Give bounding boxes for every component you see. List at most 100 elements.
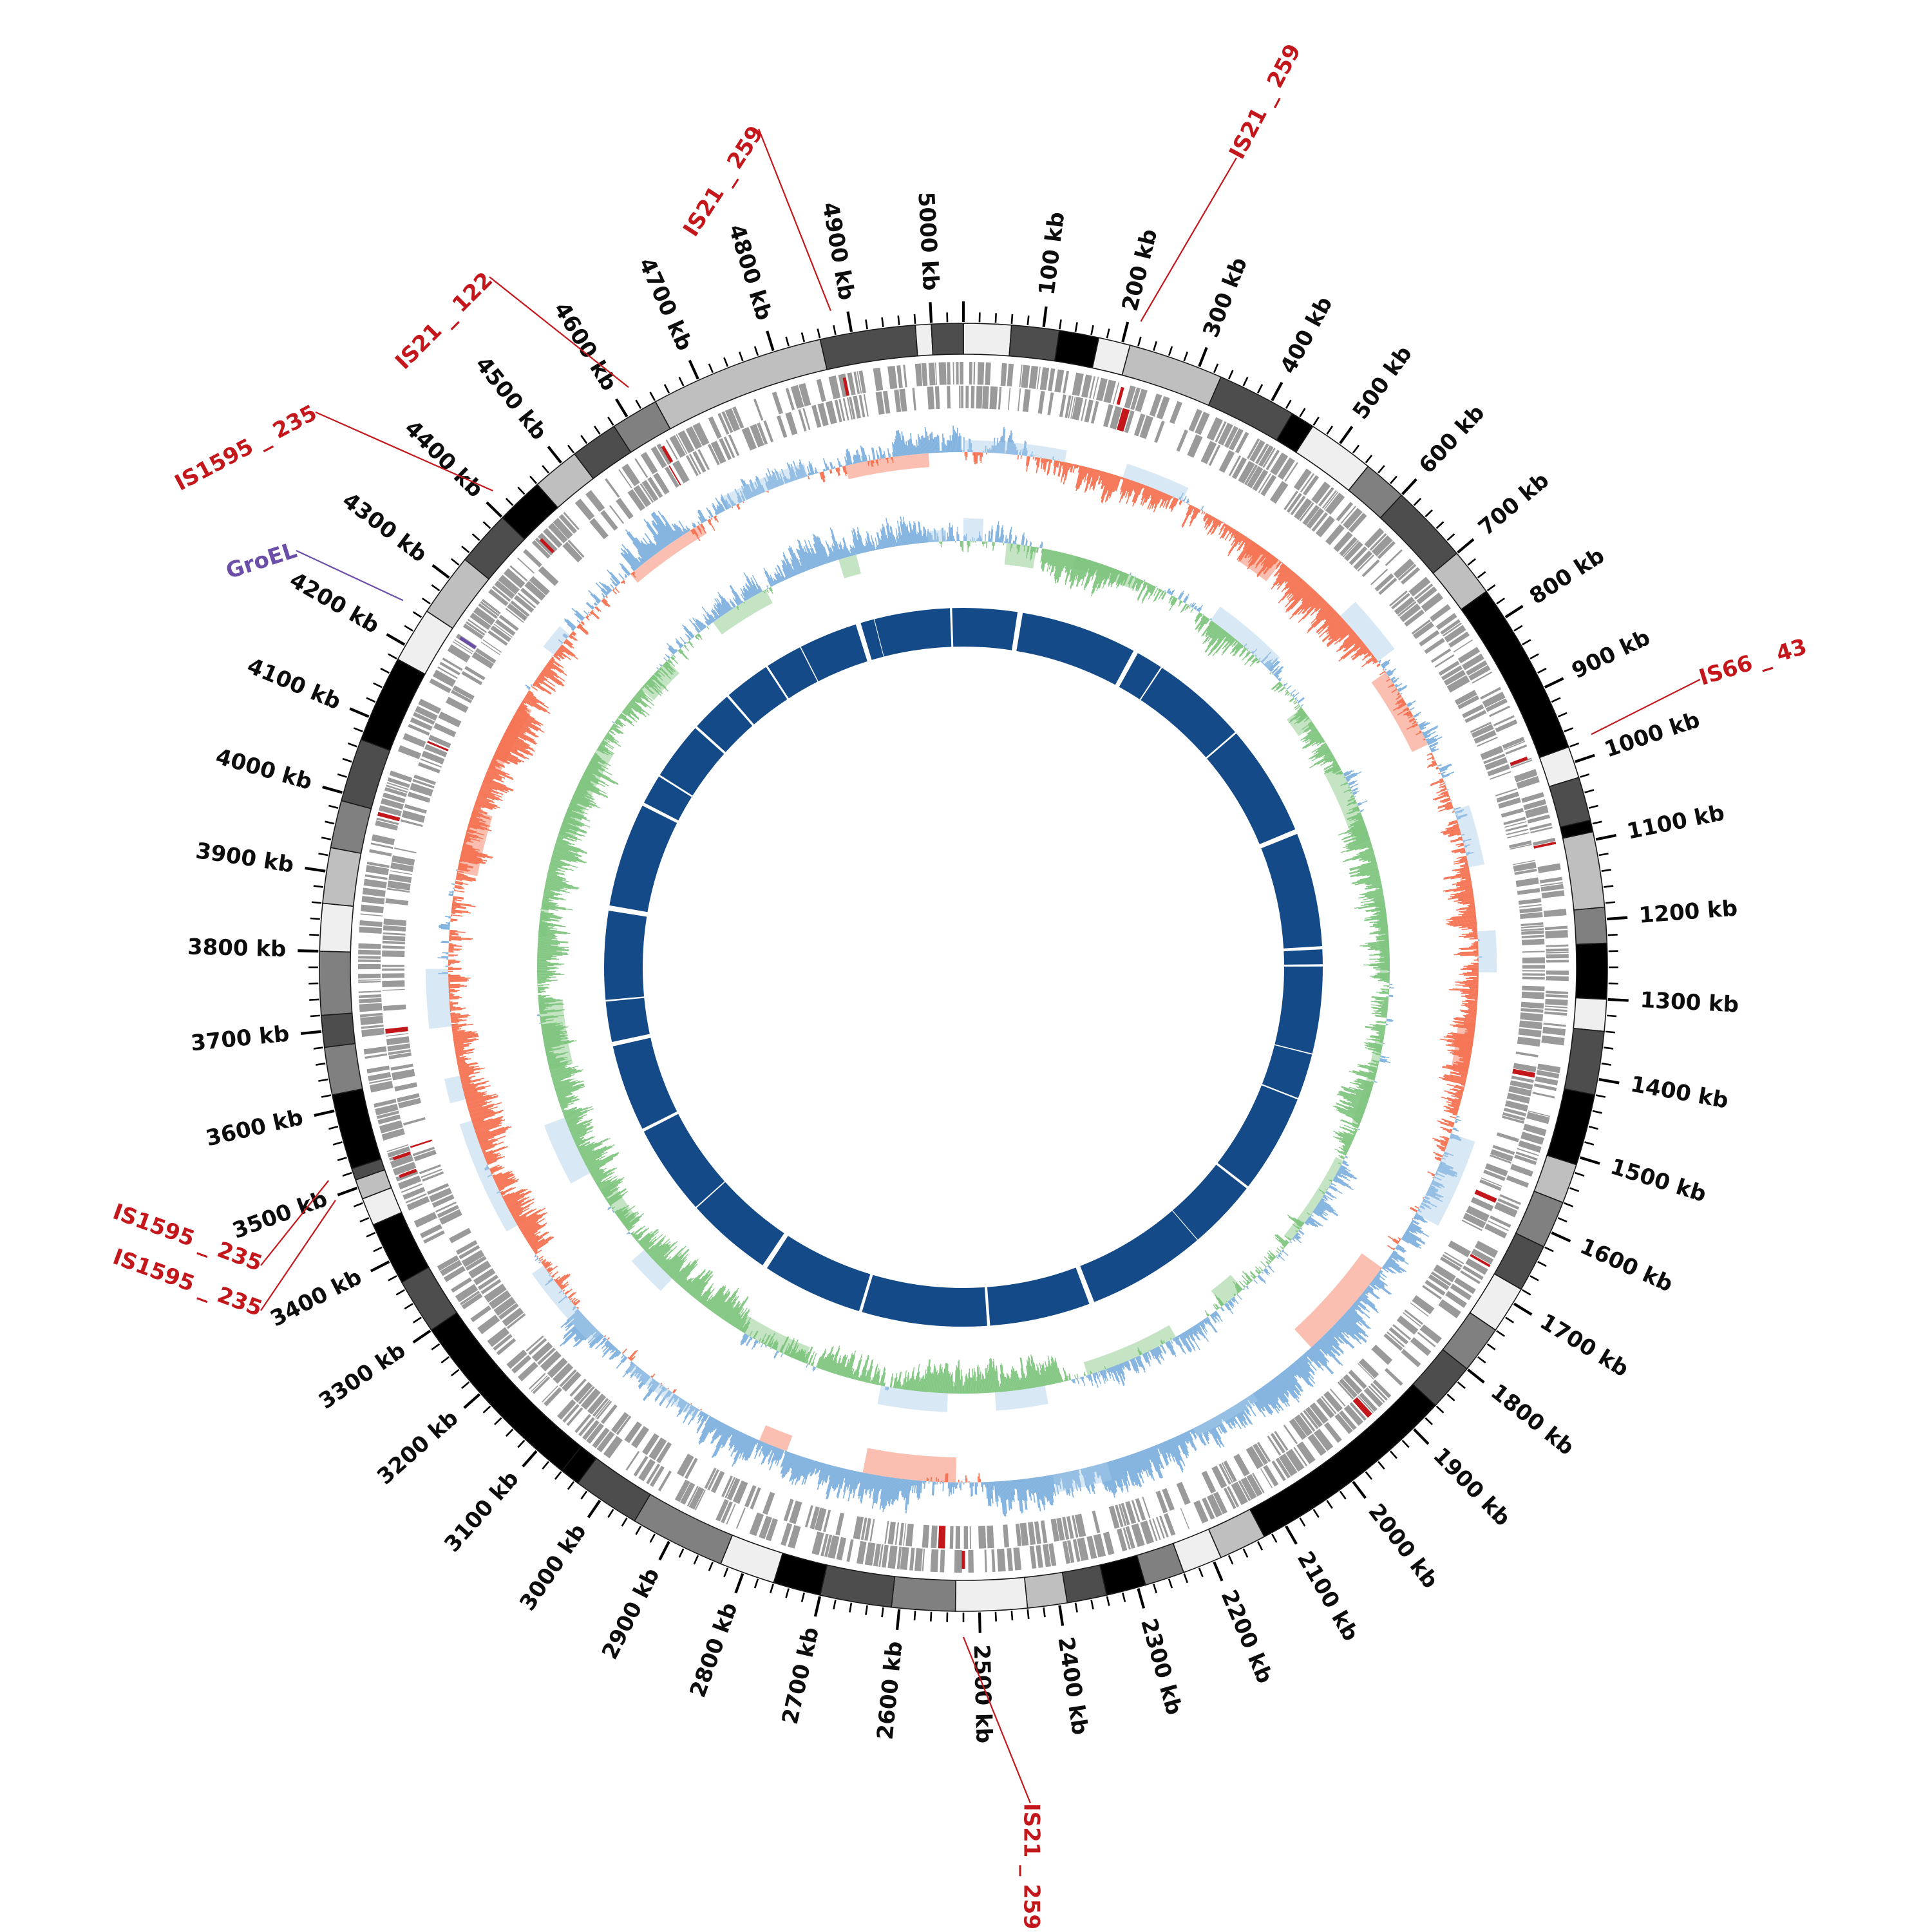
cds-feature bbox=[386, 1036, 410, 1046]
cds-feature bbox=[1513, 862, 1537, 872]
wiggle-sample bbox=[1421, 731, 1425, 734]
wiggle-sample bbox=[1452, 848, 1465, 853]
cds-feature bbox=[1110, 406, 1122, 430]
wiggle-sample bbox=[448, 981, 450, 983]
wiggle-sample bbox=[1267, 1382, 1284, 1404]
wiggle-sample bbox=[1078, 465, 1080, 468]
cds-feature bbox=[574, 1414, 591, 1434]
wiggle-sample bbox=[1383, 1265, 1394, 1274]
wiggle-sample bbox=[1316, 1341, 1332, 1358]
wiggle-sample bbox=[902, 1479, 905, 1497]
cds-feature bbox=[543, 528, 563, 548]
cds-feature bbox=[394, 1082, 418, 1092]
minor-tick bbox=[1242, 1548, 1249, 1558]
wiggle-sample bbox=[573, 1314, 584, 1325]
wiggle-sample bbox=[1464, 974, 1479, 976]
wiggle-sample bbox=[1207, 1421, 1218, 1439]
wiggle-sample bbox=[971, 541, 972, 542]
wiggle-sample bbox=[1279, 560, 1280, 562]
wiggle-sample bbox=[1269, 1381, 1286, 1403]
wiggle-sample bbox=[1340, 628, 1352, 639]
wiggle-sample bbox=[1428, 1189, 1444, 1198]
wiggle-sample bbox=[1459, 850, 1466, 853]
wiggle-sample bbox=[1458, 1098, 1462, 1100]
wiggle-sample bbox=[1428, 1188, 1436, 1193]
cds-feature bbox=[1262, 448, 1276, 468]
wiggle-sample bbox=[882, 1477, 889, 1512]
wiggle-sample bbox=[1077, 466, 1084, 490]
wiggle-sample bbox=[1406, 1229, 1410, 1232]
major-tick bbox=[1271, 381, 1283, 402]
wiggle-sample bbox=[1032, 455, 1034, 457]
cds-feature bbox=[1499, 1194, 1521, 1205]
wiggle-sample bbox=[1398, 1238, 1401, 1241]
cds-feature bbox=[431, 1194, 455, 1208]
wiggle-sample bbox=[1198, 1425, 1202, 1433]
wiggle-sample bbox=[824, 1464, 829, 1481]
wiggle-sample bbox=[1210, 520, 1220, 535]
wiggle-sample bbox=[1126, 1455, 1137, 1486]
wiggle-sample bbox=[879, 1476, 886, 1510]
wiggle-sample bbox=[1441, 771, 1455, 777]
wiggle-sample bbox=[1388, 1258, 1400, 1267]
wiggle-sample bbox=[1295, 1360, 1316, 1385]
wiggle-sample bbox=[1160, 1443, 1168, 1459]
wiggle-sample bbox=[1425, 1194, 1429, 1197]
wiggle-sample bbox=[1192, 507, 1197, 513]
wiggle-sample bbox=[762, 1443, 768, 1455]
wiggle-sample bbox=[781, 1451, 788, 1467]
cds-feature bbox=[1315, 515, 1336, 538]
wiggle-sample bbox=[911, 1480, 914, 1493]
wiggle-sample bbox=[761, 1444, 770, 1465]
cds-feature bbox=[1092, 1510, 1101, 1533]
cds-feature bbox=[383, 1004, 406, 1011]
wiggle-sample bbox=[881, 1476, 887, 1506]
cds-feature bbox=[1255, 443, 1269, 464]
wiggle-sample bbox=[1401, 696, 1403, 697]
wiggle-sample bbox=[1032, 1477, 1036, 1493]
wiggle-sample bbox=[609, 1349, 620, 1361]
wiggle-sample bbox=[1445, 1044, 1472, 1050]
cds-feature bbox=[1488, 1220, 1509, 1231]
wiggle-sample bbox=[990, 450, 992, 453]
wiggle-sample bbox=[1097, 471, 1103, 485]
cds-feature bbox=[1090, 401, 1099, 424]
tick-label: 100 kb bbox=[1034, 211, 1070, 297]
wiggle-sample bbox=[1075, 1470, 1082, 1492]
wiggle-sample bbox=[1372, 658, 1377, 662]
wiggle-sample bbox=[1089, 469, 1096, 490]
wiggle-sample bbox=[1419, 1206, 1426, 1210]
wiggle-sample bbox=[1171, 1438, 1182, 1461]
cds-feature bbox=[715, 1499, 729, 1522]
cds-feature bbox=[1240, 1477, 1257, 1500]
minor-tick bbox=[309, 998, 319, 1001]
wiggle-sample bbox=[677, 1401, 687, 1413]
cds-feature bbox=[1483, 1170, 1506, 1182]
wiggle-sample bbox=[1175, 1436, 1180, 1446]
wiggle-sample bbox=[1101, 472, 1108, 489]
wiggle-sample bbox=[1273, 1378, 1285, 1394]
wiggle-sample bbox=[1455, 1092, 1463, 1095]
wiggle-sample bbox=[1227, 533, 1242, 554]
wiggle-sample bbox=[1464, 1030, 1475, 1033]
cds-feature bbox=[1523, 1123, 1547, 1137]
wiggle-sample bbox=[1291, 580, 1304, 594]
cds-feature bbox=[538, 566, 559, 586]
cds-feature bbox=[567, 540, 585, 558]
minor-tick bbox=[897, 315, 900, 326]
wiggle-sample bbox=[1253, 1392, 1265, 1408]
wiggle-sample bbox=[1448, 1032, 1474, 1038]
wiggle-sample bbox=[1196, 1426, 1207, 1446]
wiggle-sample bbox=[1354, 646, 1367, 656]
cds-feature bbox=[585, 489, 605, 513]
wiggle-sample bbox=[1159, 493, 1167, 508]
wiggle-sample bbox=[1430, 780, 1444, 786]
cds-feature bbox=[959, 386, 961, 409]
cds-feature bbox=[1047, 368, 1056, 392]
is-element-feature bbox=[1512, 1068, 1535, 1078]
wiggle-sample bbox=[1463, 866, 1469, 868]
wiggle-sample bbox=[587, 611, 590, 614]
wiggle-sample bbox=[1343, 632, 1356, 642]
wiggle-sample bbox=[1306, 1351, 1324, 1371]
cds-feature bbox=[573, 1381, 593, 1403]
